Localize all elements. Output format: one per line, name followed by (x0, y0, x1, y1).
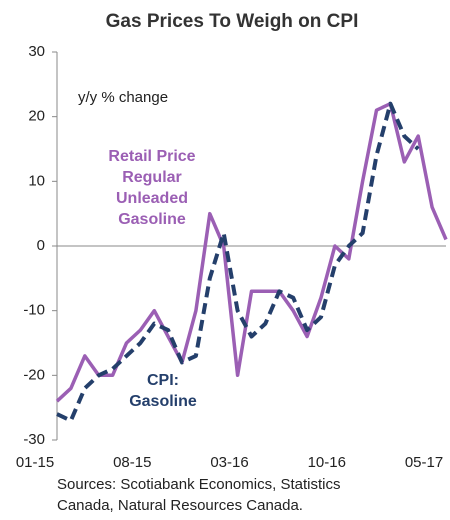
series-label: Gasoline (129, 393, 197, 410)
series-label: Retail Price (108, 148, 195, 165)
y-tick-label: 30 (28, 43, 45, 60)
y-tick-label: -20 (23, 366, 45, 383)
x-tick-label: 01-15 (16, 454, 54, 471)
x-tick-label: 10-16 (308, 454, 346, 471)
series-label: Unleaded (116, 190, 188, 207)
source-note: Sources: Scotiabank Economics, Statistic… (57, 476, 340, 493)
y-tick-label: 10 (28, 172, 45, 189)
x-tick-label: 08-15 (113, 454, 151, 471)
y-tick-label: -30 (23, 431, 45, 448)
chart-title: Gas Prices To Weigh on CPI (106, 11, 359, 32)
y-tick-label: 0 (37, 237, 45, 254)
y-tick-label: -10 (23, 302, 45, 319)
source-note: Canada, Natural Resources Canada. (57, 497, 303, 514)
x-tick-label: 03-16 (210, 454, 248, 471)
y-axis-label: y/y % change (78, 89, 168, 106)
series-line (55, 101, 448, 403)
series-label: CPI: (147, 372, 179, 389)
y-tick-label: 20 (28, 108, 45, 125)
series-line (56, 101, 420, 423)
x-tick-label: 05-17 (405, 454, 443, 471)
series-label: Gasoline (118, 211, 186, 228)
series-label: Regular (122, 169, 182, 186)
